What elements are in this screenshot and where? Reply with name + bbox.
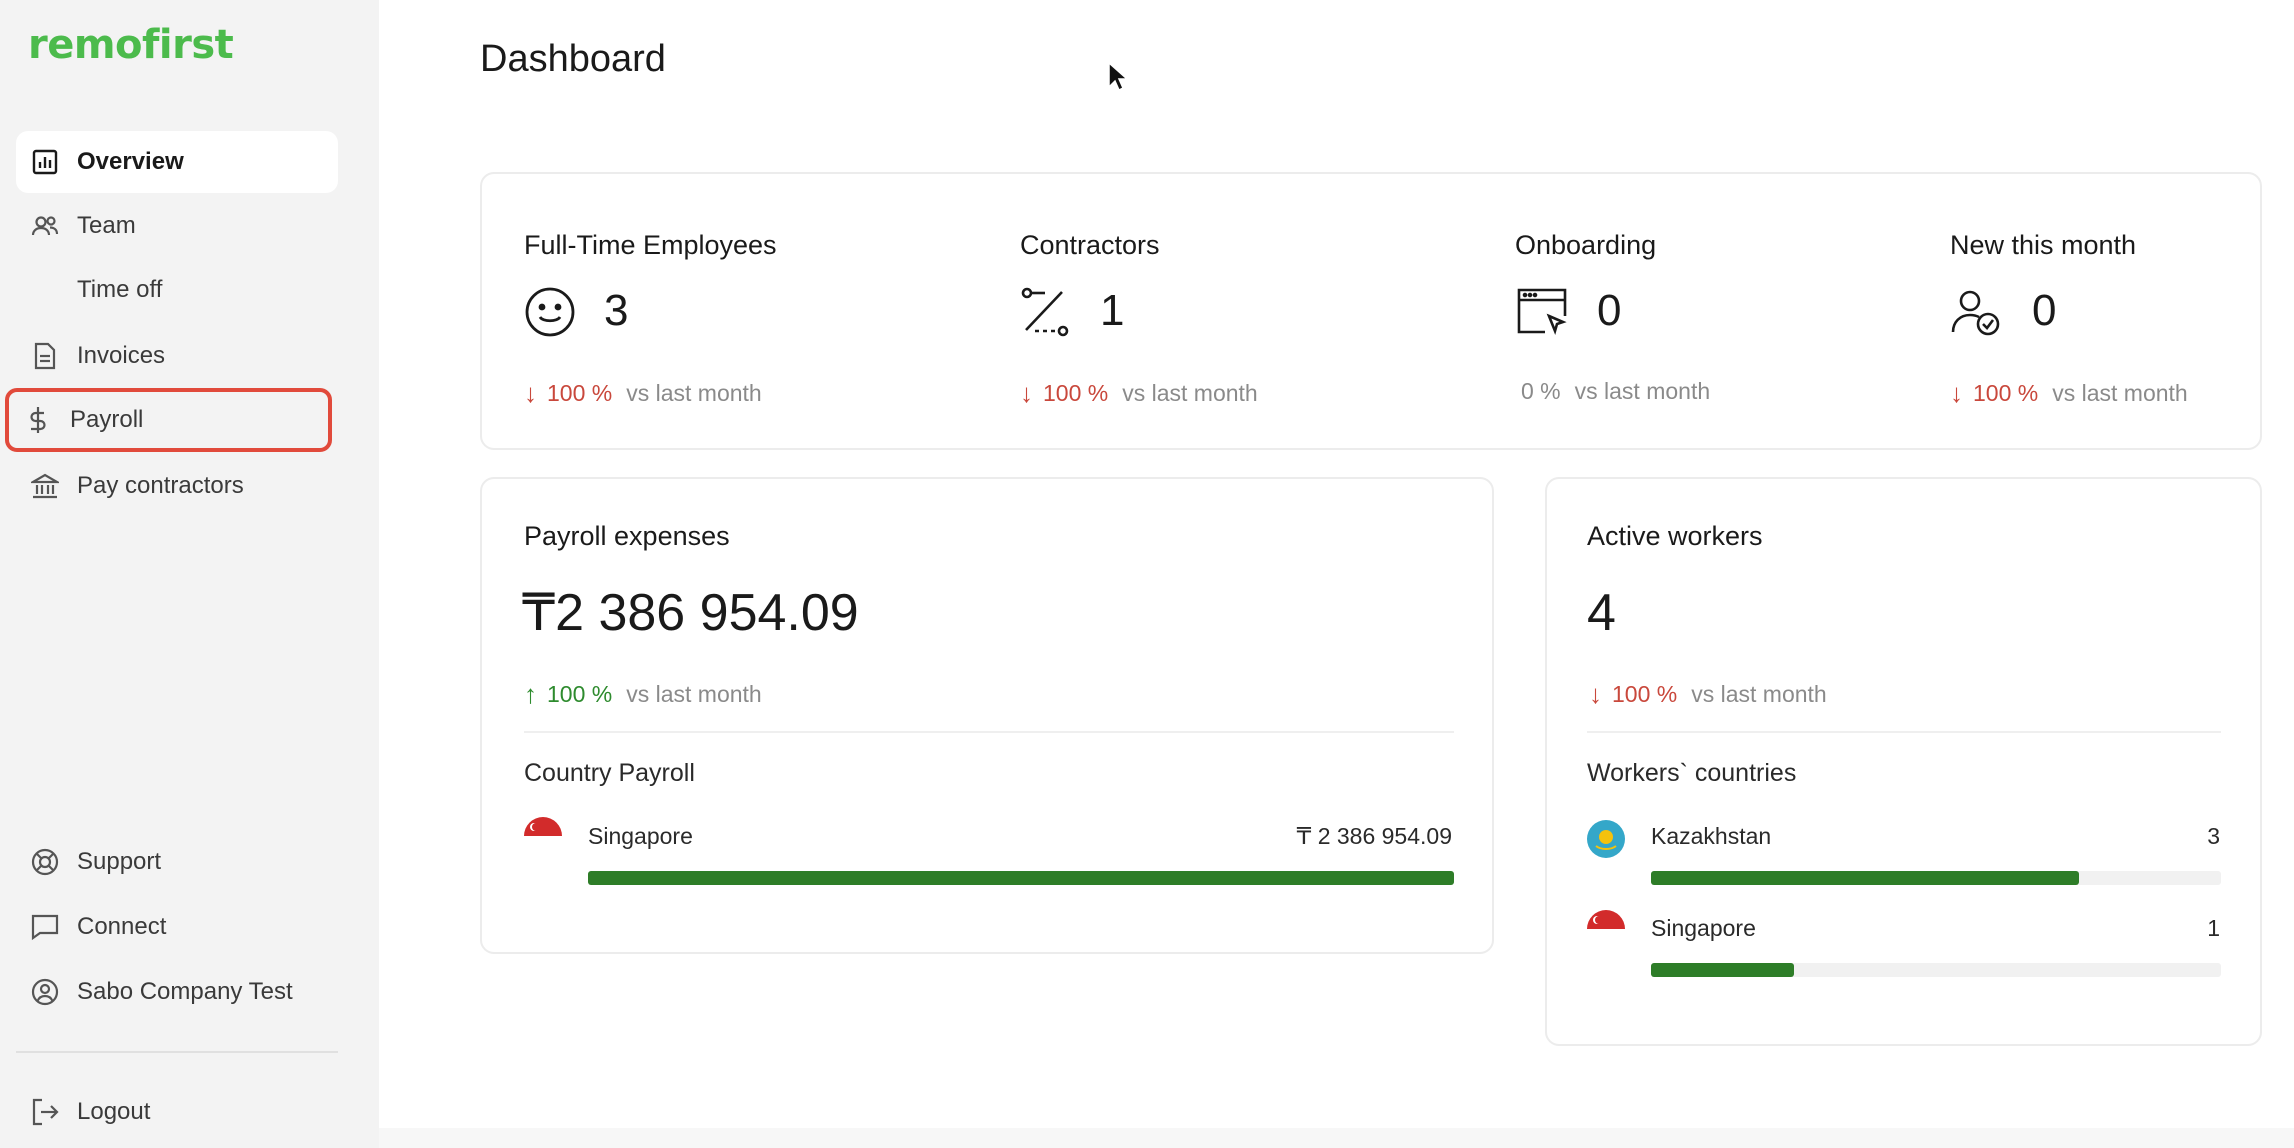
arrow-down-icon: ↓: [524, 378, 537, 408]
arrow-down-icon: ↓: [1589, 679, 1602, 709]
payroll-bar-track: [588, 871, 1454, 885]
arrow-up-icon: ↑: [524, 679, 537, 709]
users-icon: [30, 211, 60, 241]
sidebar-item-label: Sabo Company Test: [77, 978, 293, 1005]
stat-title: New this month: [1950, 230, 2137, 260]
stat-value: 0: [1597, 286, 1622, 335]
bank-icon: [30, 471, 60, 501]
kazakhstan-flag-icon: [1587, 820, 1625, 858]
sidebar-item-label: Connect: [77, 913, 167, 940]
dollar-icon: [23, 405, 53, 435]
arrow-down-icon: ↓: [1020, 378, 1033, 408]
country-amount: ₸ 2 386 954.09: [1296, 823, 1452, 849]
stat-title: Contractors: [1020, 230, 1160, 260]
country-name: Singapore: [588, 823, 693, 849]
user-circle-icon: [30, 977, 60, 1007]
card-title: Payroll expenses: [524, 521, 730, 551]
sidebar-item-pay-contractors[interactable]: Pay contractors: [16, 455, 338, 517]
stat-trend: ↓ 100 % vs last month: [1950, 378, 2188, 409]
workers-trend: ↓ 100 % vs last month: [1589, 679, 1827, 710]
sidebar-item-label: Invoices: [77, 342, 166, 369]
sidebar-item-overview[interactable]: Overview: [16, 131, 338, 193]
stats-card: Full-Time Employees 3 ↓ 100 % vs last mo…: [480, 172, 2262, 450]
sidebar-item-invoices[interactable]: Invoices: [16, 325, 338, 387]
trend-suffix: vs last month: [1691, 681, 1827, 707]
trend-suffix: vs last month: [2052, 380, 2188, 406]
stat-title: Onboarding: [1515, 230, 1657, 260]
sidebar-item-logout[interactable]: Logout: [16, 1081, 338, 1143]
payroll-expenses-card: Payroll expenses ₸2 386 954.09 ↑ 100 % v…: [480, 477, 1494, 954]
trend-percent: 100 %: [547, 681, 613, 707]
sidebar-item-connect[interactable]: Connect: [16, 896, 338, 958]
country-count: 3: [2207, 823, 2220, 849]
sidebar-item-account[interactable]: Sabo Company Test: [16, 961, 338, 1023]
page-title: Dashboard: [480, 38, 666, 80]
logout-icon: [30, 1097, 60, 1127]
trend-percent: 100 %: [1043, 380, 1109, 406]
sidebar-item-support[interactable]: Support: [16, 831, 338, 893]
active-workers-card: Active workers 4 ↓ 100 % vs last month W…: [1545, 477, 2262, 1046]
payroll-total: ₸2 386 954.09: [522, 584, 859, 642]
route-icon: [1020, 286, 1074, 340]
divider: [524, 731, 1454, 733]
workers-countries-title: Workers` countries: [1587, 759, 1797, 787]
card-title: Active workers: [1587, 521, 1763, 551]
sidebar-item-label: Time off: [77, 276, 163, 303]
workers-bar-track: [1651, 963, 2221, 977]
sidebar-item-label: Support: [77, 848, 162, 875]
sidebar-item-label: Team: [77, 212, 136, 239]
trend-suffix: vs last month: [1122, 380, 1258, 406]
sidebar-item-label: Payroll: [70, 406, 144, 433]
country-payroll-title: Country Payroll: [524, 759, 695, 787]
sidebar-item-time-off[interactable]: Time off: [16, 259, 338, 321]
sidebar-divider: [16, 1051, 338, 1053]
payroll-bar-fill: [588, 871, 1454, 885]
arrow-down-icon: ↓: [1950, 378, 1963, 408]
country-name: Kazakhstan: [1651, 823, 1772, 849]
trend-percent: 100 %: [1973, 380, 2039, 406]
stat-title: Full-Time Employees: [524, 230, 777, 260]
stat-value: 1: [1100, 286, 1125, 335]
sidebar-item-team[interactable]: Team: [16, 195, 338, 257]
active-workers-count: 4: [1587, 584, 1616, 642]
stat-value: 3: [604, 286, 629, 335]
smiley-icon: [524, 286, 578, 340]
workers-bar-fill: [1651, 871, 2079, 885]
mouse-cursor-icon: [1108, 61, 1129, 97]
user-check-icon: [1950, 286, 2004, 340]
singapore-flag-icon: [1587, 910, 1625, 948]
sidebar-item-payroll[interactable]: Payroll: [5, 388, 332, 452]
workers-bar-track: [1651, 871, 2221, 885]
sidebar: remofirst Overview Team Time off Invoice…: [0, 0, 379, 1148]
bottom-strip: [379, 1128, 2294, 1148]
browser-cursor-icon: [1515, 286, 1569, 340]
trend-percent: 0 %: [1521, 378, 1561, 404]
chat-icon: [30, 912, 60, 942]
stat-trend: ↓ 100 % vs last month: [524, 378, 762, 409]
trend-percent: 100 %: [547, 380, 613, 406]
workers-bar-fill: [1651, 963, 1794, 977]
document-icon: [30, 341, 60, 371]
trend-suffix: vs last month: [626, 380, 762, 406]
stat-trend: ↓ 100 % vs last month: [1020, 378, 1258, 409]
sidebar-item-label: Logout: [77, 1098, 151, 1125]
country-count: 1: [2207, 915, 2220, 941]
trend-suffix: vs last month: [1574, 378, 1711, 404]
trend-percent: 100 %: [1612, 681, 1678, 707]
lifebuoy-icon: [30, 847, 60, 877]
divider: [1587, 731, 2221, 733]
stat-value: 0: [2032, 286, 2057, 335]
stat-trend: 0 % vs last month: [1521, 378, 1710, 405]
sidebar-item-label: Pay contractors: [77, 472, 244, 499]
sidebar-item-label: Overview: [77, 148, 184, 175]
trend-suffix: vs last month: [626, 681, 762, 707]
singapore-flag-icon: [524, 817, 562, 855]
payroll-trend: ↑ 100 % vs last month: [524, 679, 762, 710]
country-name: Singapore: [1651, 915, 1756, 941]
bar-chart-icon: [30, 147, 60, 177]
remofirst-logo[interactable]: remofirst: [28, 22, 234, 68]
